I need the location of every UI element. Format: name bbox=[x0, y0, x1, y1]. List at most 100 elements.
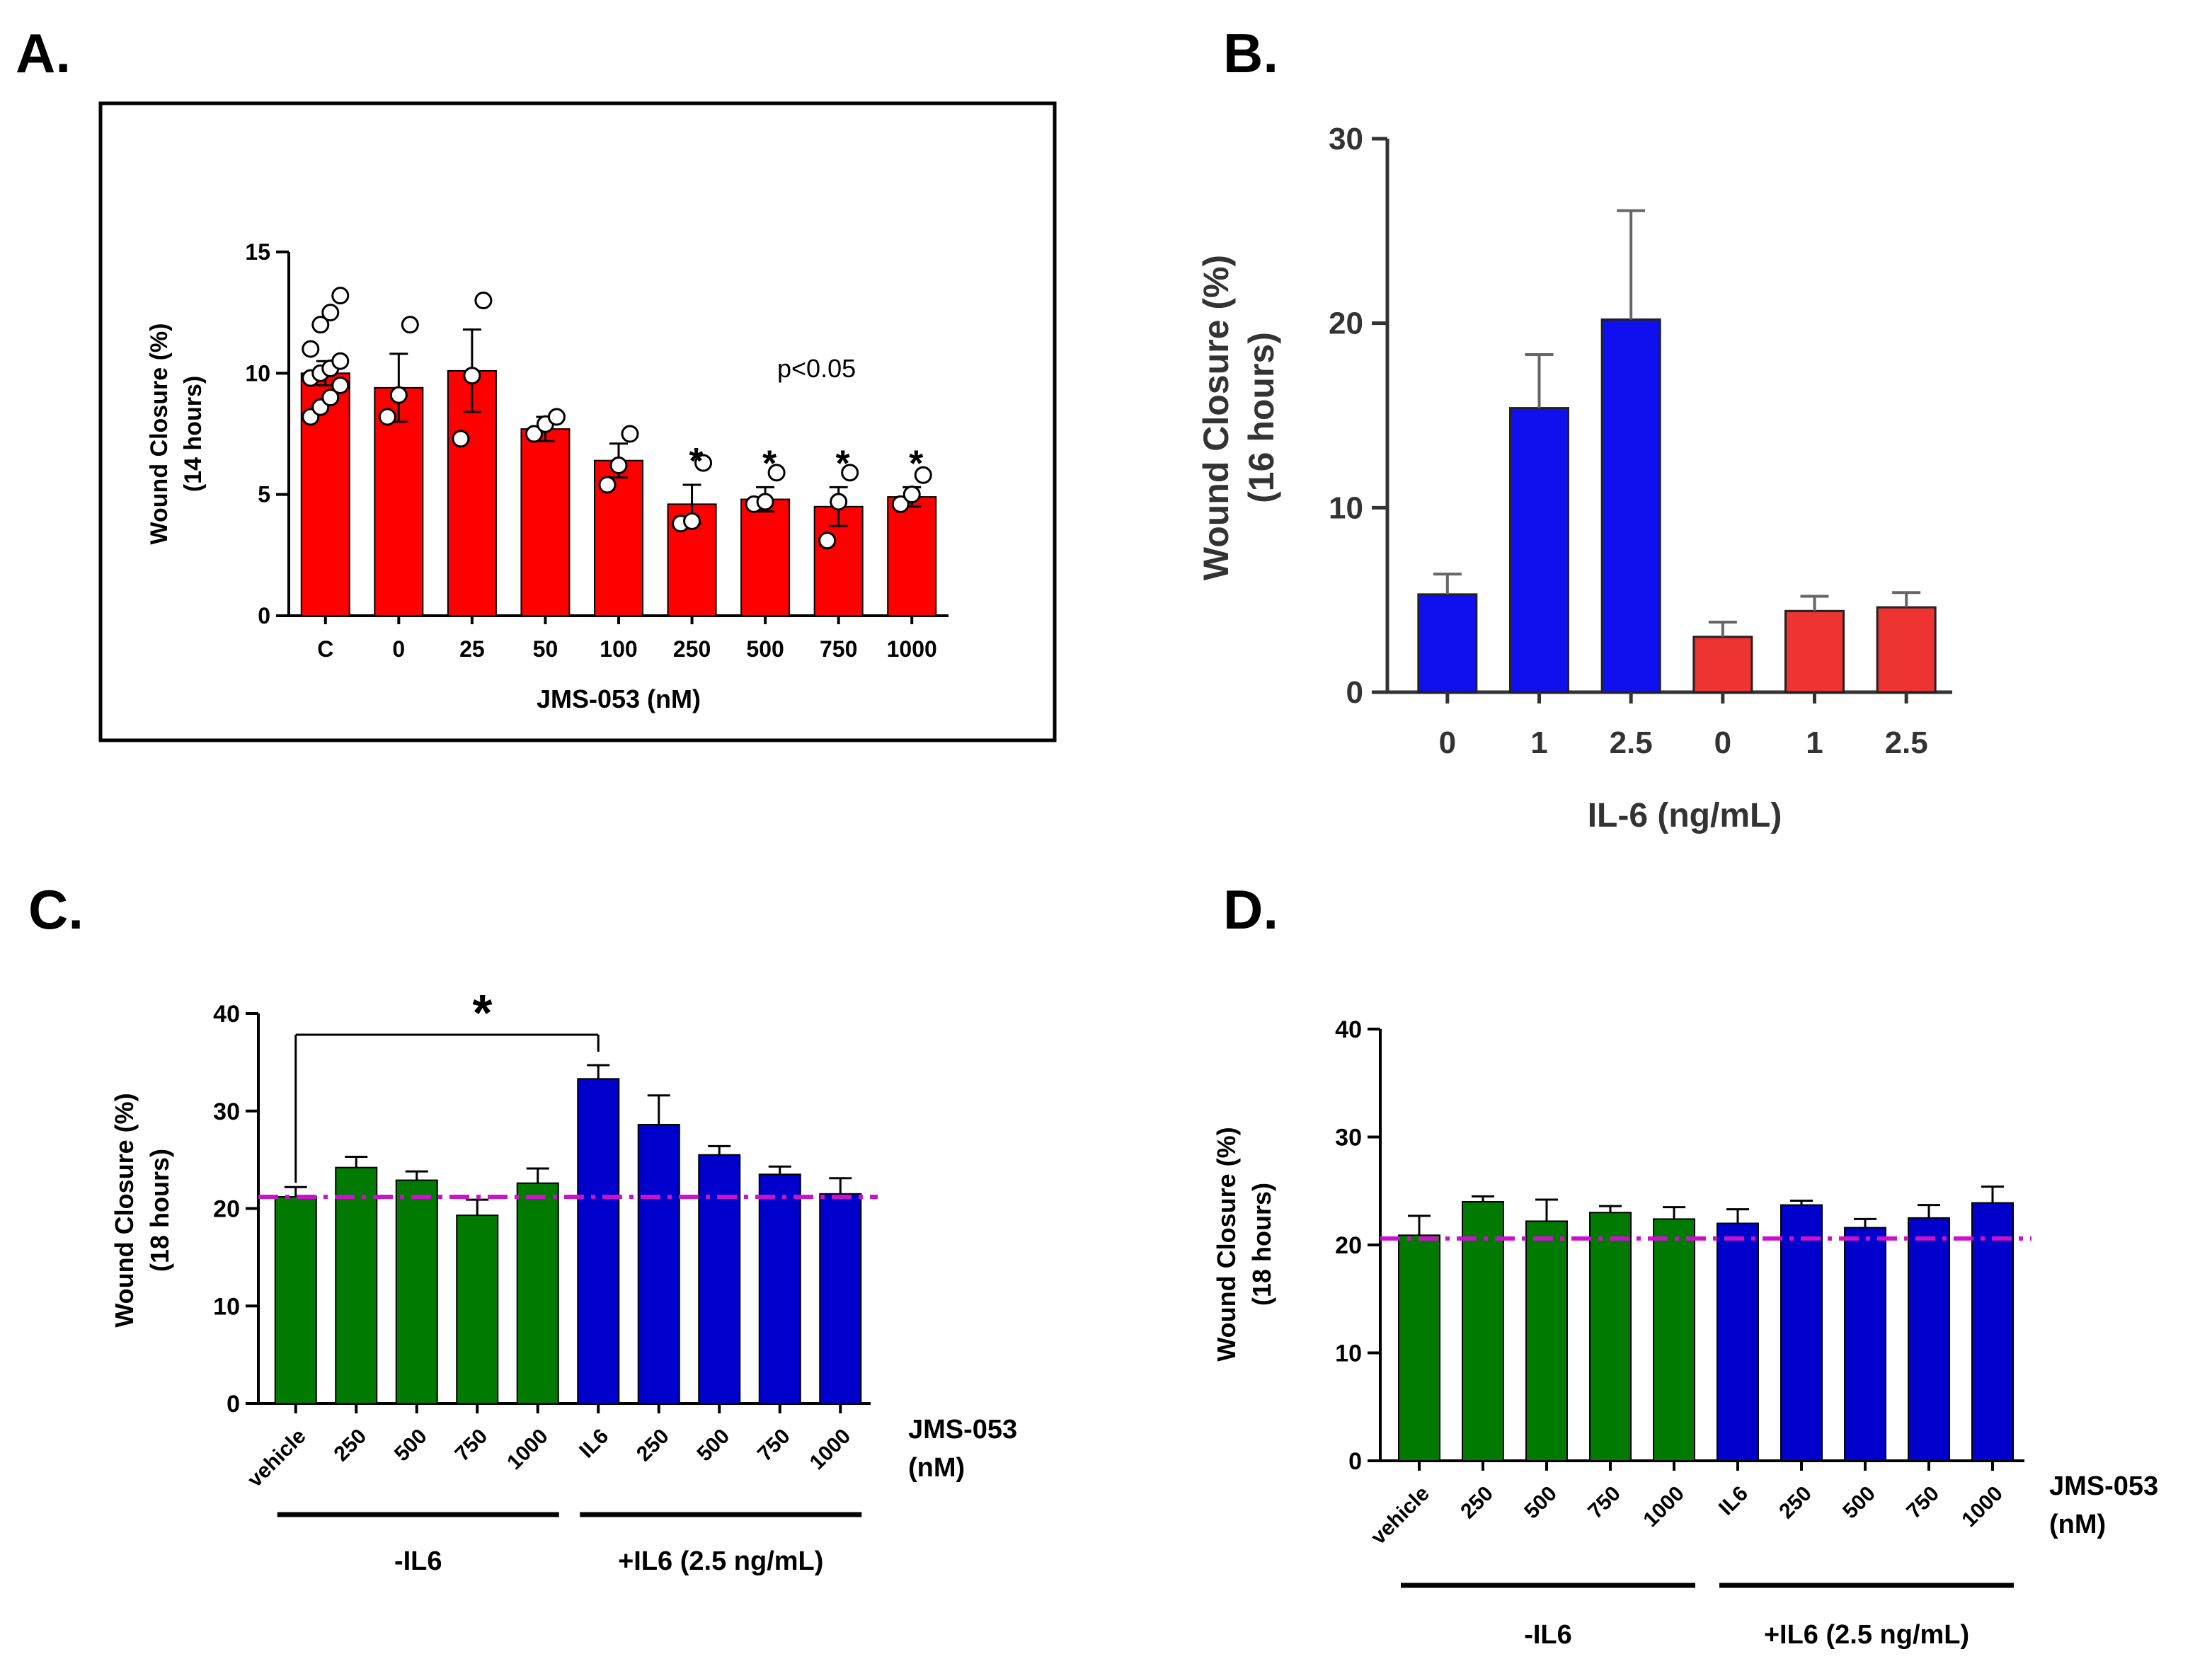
y-tick-label: 20 bbox=[213, 1196, 240, 1223]
x-tick-label: 1000 bbox=[806, 1425, 856, 1475]
y-axis-label: Wound Closure (%) (18 hours) bbox=[1212, 1127, 1276, 1361]
x-tick-label: 500 bbox=[1838, 1482, 1880, 1524]
y-tick-label: 40 bbox=[1335, 1016, 1362, 1043]
x-axis-label: IL-6 (ng/mL) bbox=[1588, 797, 1782, 834]
y-axis-label-line1: Wound Closure (%) bbox=[1196, 255, 1236, 580]
y-tick-label: 30 bbox=[213, 1098, 240, 1125]
bar bbox=[698, 1154, 741, 1405]
x-tick-label: 0 bbox=[392, 636, 405, 662]
data-point bbox=[902, 486, 921, 504]
y-axis-label-line2: (18 hours) bbox=[1247, 1183, 1276, 1306]
significance-marker: * bbox=[689, 441, 704, 482]
data-point bbox=[331, 352, 350, 370]
bar bbox=[520, 428, 571, 616]
x-tick-label: 250 bbox=[1456, 1482, 1498, 1524]
bar bbox=[1417, 593, 1478, 694]
y-tick-label: 10 bbox=[1329, 490, 1363, 525]
y-axis-label-line2: (16 hours) bbox=[1242, 332, 1281, 503]
bar bbox=[395, 1179, 438, 1404]
bar bbox=[335, 1166, 378, 1405]
bar bbox=[577, 1078, 620, 1404]
x-tick-label: 250 bbox=[1775, 1482, 1816, 1524]
y-tick-label: 20 bbox=[1329, 306, 1363, 341]
data-point bbox=[389, 386, 408, 404]
chart-panel-c: 0 10 20 30 40 vehicle 250 500 750 1000 IL6 250 500 75… bbox=[110, 985, 1017, 1576]
x-tick-label: 1000 bbox=[1957, 1482, 2007, 1532]
panel-label-d: D. bbox=[1223, 878, 1278, 941]
x-tick-label: 0 bbox=[1714, 725, 1731, 760]
y-tick-label: 10 bbox=[213, 1293, 240, 1320]
data-point bbox=[463, 367, 481, 385]
data-point bbox=[841, 464, 859, 482]
bar bbox=[274, 1195, 317, 1404]
y-axis-label: Wound Closure (%) (18 hours) bbox=[110, 1093, 174, 1327]
data-point bbox=[683, 512, 701, 530]
x-tick-label: 1000 bbox=[887, 636, 937, 662]
x-tick-label: 250 bbox=[673, 636, 711, 662]
bar bbox=[1398, 1234, 1440, 1462]
x-tick-label: 2.5 bbox=[1885, 725, 1928, 760]
x-tick-label: 500 bbox=[1520, 1482, 1561, 1524]
y-axis-label-line1: Wound Closure (%) bbox=[146, 323, 173, 545]
x-axis-label-line2: (nM) bbox=[908, 1453, 965, 1483]
significance-marker: * bbox=[909, 443, 924, 484]
significance-marker: * bbox=[762, 443, 777, 484]
data-point bbox=[302, 340, 320, 358]
group-label-plus-il6: +IL6 (2.5 ng/mL) bbox=[1764, 1620, 1969, 1650]
x-tick-label: 250 bbox=[632, 1425, 674, 1466]
x-tick-label: 50 bbox=[533, 636, 558, 662]
group-label-minus-il6: -IL6 bbox=[394, 1546, 442, 1576]
data-point bbox=[891, 495, 910, 513]
data-point bbox=[547, 408, 566, 426]
y-axis-label-line2: (14 hours) bbox=[180, 376, 207, 492]
y-tick-label: 20 bbox=[1335, 1232, 1362, 1259]
y-axis-label-line2: (18 hours) bbox=[145, 1149, 174, 1272]
bar bbox=[1780, 1204, 1823, 1462]
y-tick-label: 0 bbox=[1346, 675, 1363, 710]
y-tick-label: 0 bbox=[227, 1391, 240, 1418]
significance-marker: * bbox=[836, 443, 851, 484]
x-tick-label: 2.5 bbox=[1610, 725, 1653, 760]
panel-label-b: B. bbox=[1223, 22, 1278, 84]
data-point bbox=[914, 466, 932, 484]
x-tick-label: 750 bbox=[753, 1425, 795, 1466]
x-axis-label-line1: JMS-053 bbox=[2049, 1471, 2158, 1501]
bar bbox=[1653, 1218, 1695, 1462]
bar bbox=[758, 1173, 801, 1404]
x-tick-label: 100 bbox=[600, 636, 637, 662]
y-tick-label: 0 bbox=[258, 603, 270, 628]
bar bbox=[1509, 407, 1569, 694]
data-point bbox=[756, 493, 774, 511]
bar bbox=[1525, 1220, 1568, 1462]
data-point bbox=[818, 532, 837, 550]
data-point bbox=[621, 425, 639, 443]
chart-panel-a: 0 5 10 15 C 0 25 50 100 250 * 500 * 750 * 1000 * JMS-053 … bbox=[146, 239, 949, 713]
chart-panel-b: 0 10 20 30 0 1 2.5 0 1 2.5 IL-6 (ng/mL) Wound Closu… bbox=[1196, 122, 1952, 834]
y-tick-label: 0 bbox=[1348, 1448, 1362, 1475]
group-label-minus-il6: -IL6 bbox=[1524, 1620, 1572, 1650]
y-tick-label: 30 bbox=[1329, 122, 1363, 156]
data-point bbox=[474, 292, 493, 310]
data-point bbox=[609, 456, 628, 475]
x-tick-label: 1 bbox=[1806, 725, 1823, 760]
y-tick-label: 30 bbox=[1335, 1125, 1362, 1152]
panel-label-c: C. bbox=[28, 878, 84, 941]
y-axis-label: Wound Closure (%) (16 hours) bbox=[1196, 255, 1281, 580]
data-point bbox=[401, 316, 419, 334]
x-tick-label: IL6 bbox=[1714, 1482, 1753, 1520]
bar bbox=[1908, 1217, 1950, 1462]
x-tick-label: 250 bbox=[329, 1425, 371, 1466]
x-tick-label: IL6 bbox=[575, 1425, 613, 1463]
x-axis-label: JMS-053 (nM) bbox=[537, 684, 701, 713]
bar bbox=[1876, 606, 1937, 694]
bar bbox=[456, 1215, 499, 1404]
y-tick-label: 5 bbox=[258, 482, 270, 507]
bar bbox=[740, 498, 791, 617]
x-tick-label: 1000 bbox=[503, 1425, 553, 1475]
data-point bbox=[331, 287, 350, 305]
x-tick-label: 750 bbox=[450, 1425, 492, 1466]
bar bbox=[1784, 609, 1845, 694]
significance-marker: * bbox=[472, 985, 492, 1042]
panel-a-frame bbox=[98, 101, 1057, 742]
x-axis-label: JMS-053 (nM) bbox=[908, 1415, 1017, 1483]
